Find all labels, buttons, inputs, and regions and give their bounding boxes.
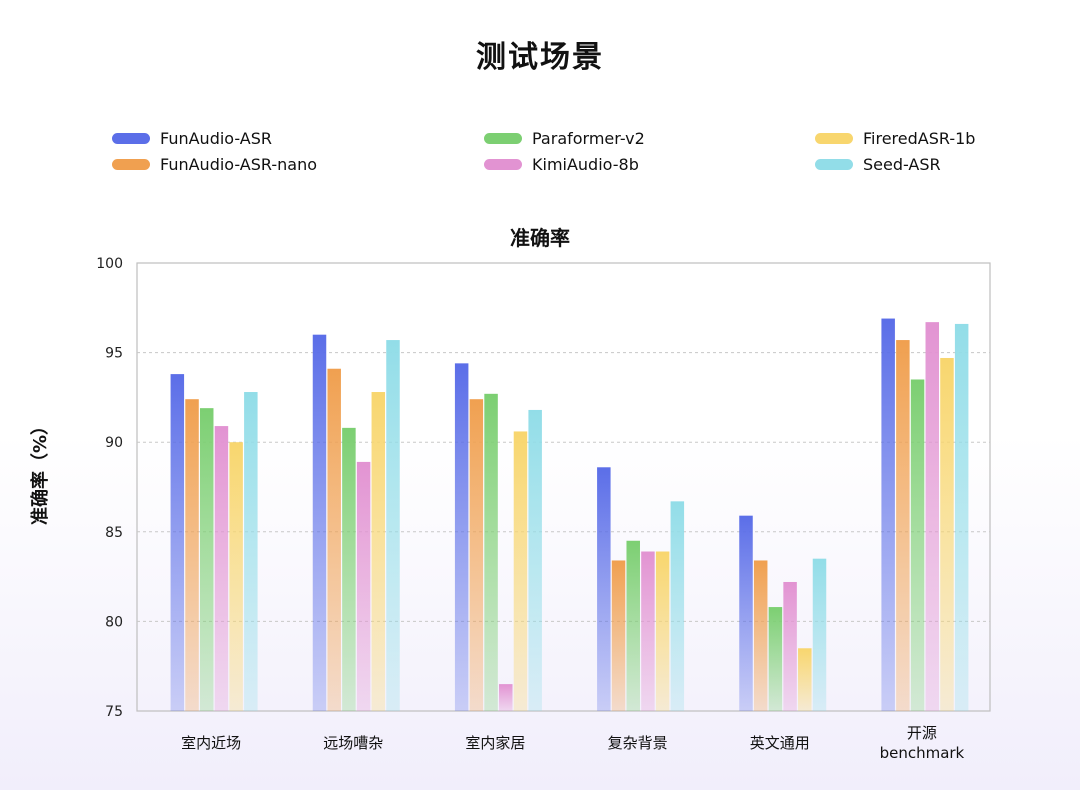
x-tick-label: 开源: [907, 724, 937, 742]
plot-frame: [136, 262, 991, 712]
bar: [371, 392, 386, 711]
bar: [670, 501, 685, 711]
x-tick-label: 室内家居: [465, 734, 525, 752]
legend-item: Seed-ASR: [815, 155, 941, 174]
bar: [940, 357, 954, 711]
y-tick-label: 85: [105, 525, 123, 541]
bar: [626, 540, 640, 711]
bar: [214, 426, 229, 711]
bar: [925, 322, 940, 711]
bar: [386, 340, 400, 711]
bar: [199, 408, 214, 711]
legend-label: Seed-ASR: [863, 155, 941, 174]
legend-swatch: [112, 133, 150, 144]
x-tick-label: 复杂背景: [608, 734, 668, 752]
bar: [910, 379, 925, 711]
bar: [655, 551, 670, 711]
legend-swatch: [484, 159, 522, 170]
x-tick-label: 远场嘈杂: [323, 734, 383, 752]
bar: [641, 551, 655, 711]
legend-item: KimiAudio-8b: [484, 155, 639, 174]
bar: [356, 461, 371, 711]
legend-label: FunAudio-ASR: [160, 129, 273, 148]
legend-label: KimiAudio-8b: [532, 155, 639, 174]
bar: [170, 374, 185, 711]
bar: [229, 442, 243, 711]
legend-item: FunAudio-ASR-nano: [112, 155, 317, 174]
bar: [528, 409, 542, 711]
bar: [896, 340, 910, 711]
y-tick-label: 90: [105, 435, 123, 451]
bar: [881, 318, 895, 711]
bar: [185, 399, 199, 711]
bar: [798, 648, 812, 711]
x-tick-label: benchmark: [880, 744, 965, 762]
bar: [484, 393, 498, 711]
legend-item: FunAudio-ASR: [112, 129, 272, 148]
legend-label: Paraformer-v2: [532, 129, 645, 148]
bar: [499, 684, 513, 711]
bar: [454, 363, 469, 711]
bar: [739, 515, 753, 711]
legend-swatch: [815, 159, 853, 170]
bar: [469, 399, 484, 711]
bar: [342, 427, 356, 711]
bar: [812, 558, 827, 711]
legend-label: FireredASR-1b: [863, 129, 976, 148]
chart-title: 准确率: [510, 226, 570, 250]
bar: [954, 323, 969, 711]
bar: [783, 581, 797, 711]
y-tick-label: 95: [105, 346, 123, 362]
bar: [753, 560, 768, 711]
legend-label: FunAudio-ASR-nano: [160, 155, 318, 174]
y-tick-label: 100: [96, 256, 123, 272]
legend-item: Paraformer-v2: [484, 129, 645, 148]
legend-swatch: [112, 159, 150, 170]
y-tick-label: 80: [105, 614, 123, 630]
y-tick-label: 75: [105, 704, 123, 720]
legend-item: FireredASR-1b: [815, 129, 975, 148]
bar: [312, 334, 327, 711]
bar: [244, 392, 258, 711]
legend-swatch: [815, 133, 853, 144]
bar: [611, 560, 626, 711]
legend-swatch: [484, 133, 522, 144]
page-title: 测试场景: [476, 40, 604, 75]
bar: [513, 431, 528, 711]
bar: [597, 467, 611, 711]
x-tick-label: 室内近场: [181, 734, 241, 752]
bar: [327, 368, 341, 711]
bar: [768, 607, 783, 711]
chart-legend: FunAudio-ASR FunAudio-ASR-nano Paraformer-…: [0, 0, 1080, 200]
x-tick-label: 英文通用: [750, 734, 810, 752]
